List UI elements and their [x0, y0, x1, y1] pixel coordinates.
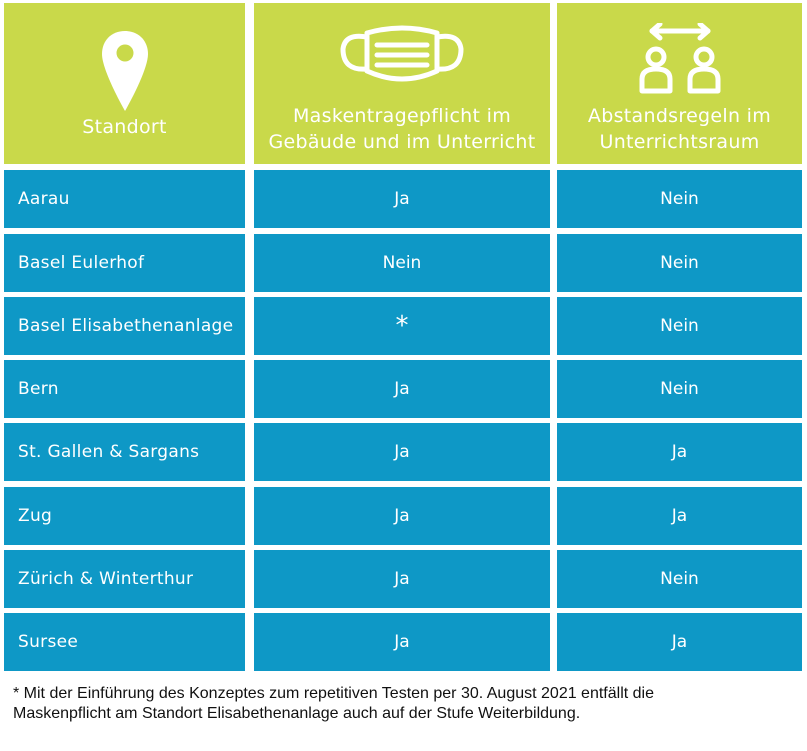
row-distance-value: Ja [557, 487, 802, 545]
row-location: Zug [4, 487, 245, 545]
row-distance-value: Ja [557, 423, 802, 481]
footnote-line1: * Mit der Einführung des Konzeptes zum r… [13, 685, 654, 702]
row-mask-value: Ja [254, 487, 550, 545]
row-distance-value: Nein [557, 234, 802, 292]
row-distance-value: Nein [557, 360, 802, 418]
row-mask-value: Ja [254, 360, 550, 418]
face-mask-icon [254, 21, 550, 93]
distance-people-icon [557, 23, 802, 95]
row-distance-value: Nein [557, 170, 802, 228]
row-location: Basel Elisabethenanlage [4, 297, 245, 355]
row-distance-value: Nein [557, 297, 802, 355]
row-location: Aarau [4, 170, 245, 228]
header-distance-line1: Abstandsregeln im [587, 105, 772, 127]
header-mask-requirement: Maskentragepflicht im Gebäude und im Unt… [254, 3, 550, 164]
footnote: * Mit der Einführung des Konzeptes zum r… [13, 684, 803, 724]
header-distance-line2: Unterrichtsraum [599, 131, 760, 153]
row-mask-value: Ja [254, 423, 550, 481]
header-mask-line2: Gebäude und im Unterricht [268, 131, 536, 153]
footnote-line2: Maskenpflicht am Standort Elisabethenanl… [13, 705, 581, 722]
row-location: Sursee [4, 613, 245, 671]
row-location: St. Gallen & Sargans [4, 423, 245, 481]
row-location: Zürich & Winterthur [4, 550, 245, 608]
row-mask-value: Ja [254, 613, 550, 671]
header-mask-line1: Maskentragepflicht im [292, 105, 512, 127]
row-distance-value: Ja [557, 613, 802, 671]
header-standort: Standort [4, 3, 245, 164]
row-mask-value: Ja [254, 550, 550, 608]
row-mask-value: Nein [254, 234, 550, 292]
row-mask-value: Ja [254, 170, 550, 228]
header-distance-rules: Abstandsregeln im Unterrichtsraum [557, 3, 802, 164]
row-location: Basel Eulerhof [4, 234, 245, 292]
map-pin-icon [4, 29, 245, 113]
row-location: Bern [4, 360, 245, 418]
row-distance-value: Nein [557, 550, 802, 608]
row-mask-value: * [254, 297, 550, 355]
header-standort-label: Standort [82, 116, 167, 138]
